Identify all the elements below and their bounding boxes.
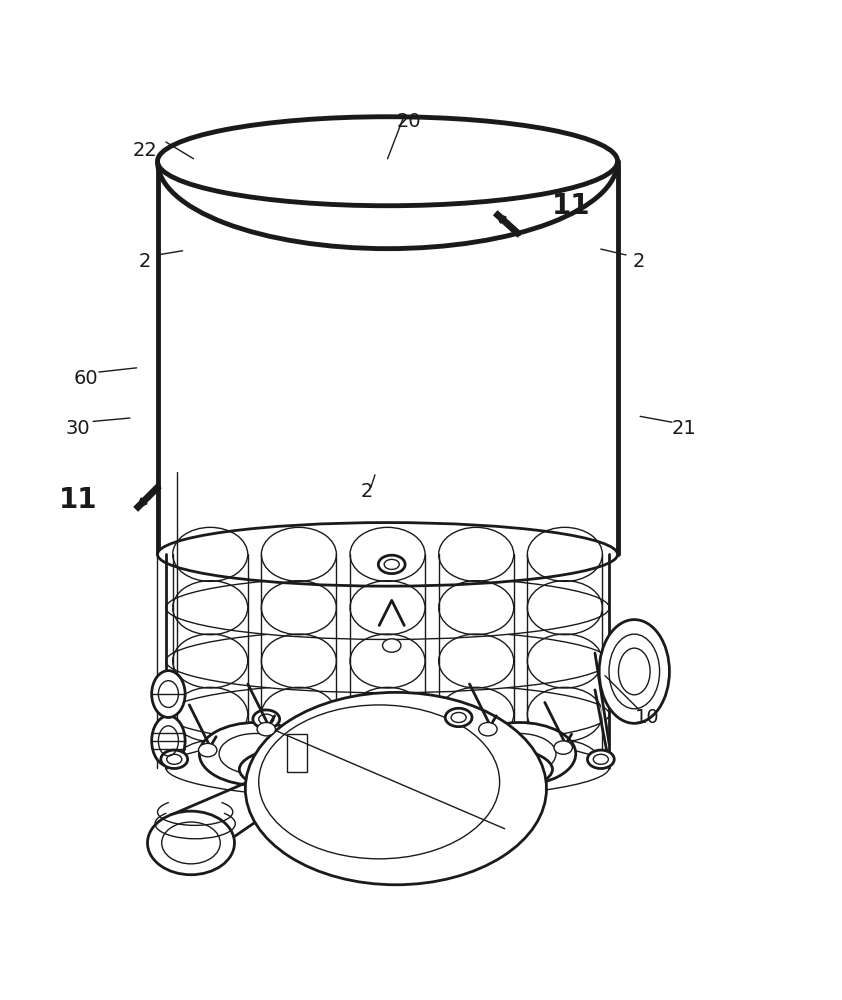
Text: 10: 10 [635, 708, 659, 727]
Ellipse shape [152, 716, 185, 766]
Ellipse shape [157, 523, 617, 586]
Ellipse shape [147, 811, 234, 875]
Ellipse shape [339, 707, 436, 769]
Ellipse shape [166, 683, 610, 746]
Polygon shape [287, 734, 307, 772]
Text: 22: 22 [132, 141, 157, 160]
Text: 2: 2 [139, 252, 152, 271]
Ellipse shape [199, 743, 217, 757]
Ellipse shape [166, 523, 610, 586]
Ellipse shape [166, 629, 610, 693]
Ellipse shape [200, 722, 312, 785]
Text: 11: 11 [552, 192, 591, 220]
Text: 2: 2 [360, 482, 373, 501]
Ellipse shape [157, 117, 617, 206]
Polygon shape [166, 554, 610, 768]
Ellipse shape [245, 692, 546, 885]
Ellipse shape [554, 741, 573, 754]
Ellipse shape [253, 710, 280, 728]
Text: 20: 20 [396, 112, 421, 131]
Text: 2: 2 [632, 252, 645, 271]
Ellipse shape [600, 620, 669, 723]
Text: 21: 21 [672, 419, 697, 438]
Ellipse shape [378, 555, 405, 574]
Ellipse shape [257, 722, 275, 736]
Ellipse shape [166, 576, 610, 639]
Polygon shape [157, 161, 617, 554]
Ellipse shape [239, 734, 552, 804]
Ellipse shape [161, 750, 188, 768]
Text: 30: 30 [66, 419, 90, 438]
Polygon shape [600, 653, 608, 763]
Ellipse shape [416, 748, 522, 811]
Ellipse shape [445, 708, 472, 727]
Ellipse shape [382, 639, 401, 652]
Ellipse shape [166, 736, 610, 799]
Ellipse shape [463, 722, 576, 785]
Ellipse shape [152, 671, 185, 717]
Text: 60: 60 [74, 369, 99, 388]
Ellipse shape [588, 750, 614, 768]
Text: 11: 11 [59, 486, 98, 514]
Ellipse shape [253, 748, 360, 811]
Ellipse shape [479, 722, 497, 736]
